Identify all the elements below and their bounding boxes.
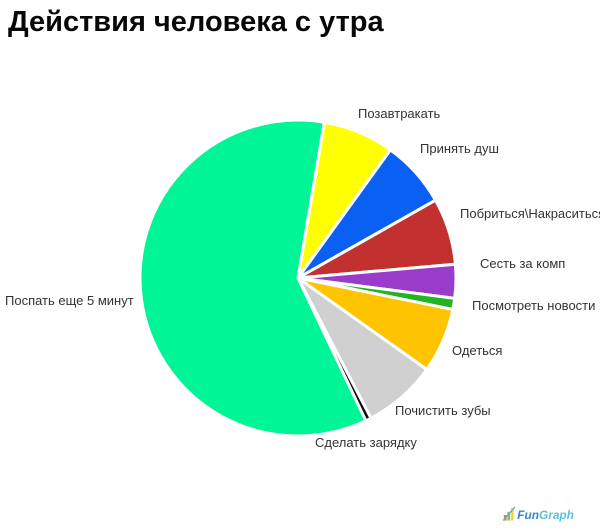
svg-text:FunGraph: FunGraph: [517, 508, 574, 522]
